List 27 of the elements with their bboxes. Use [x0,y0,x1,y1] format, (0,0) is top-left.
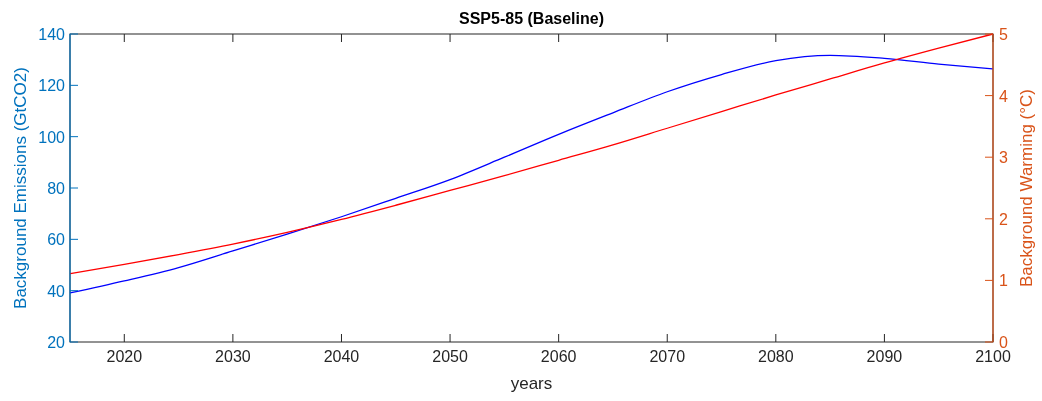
y2-tick-label: 2 [999,210,1008,228]
y-tick-label: 80 [47,180,66,197]
y-tick-label: 120 [38,77,66,95]
y2-tick-label: 4 [999,87,1008,105]
x-tick-label: 2060 [540,348,577,365]
y2-tick-label: 3 [999,149,1008,167]
x-tick-label: 2040 [323,348,360,365]
y2-tick-label: 5 [999,26,1008,43]
y-tick-label: 40 [47,282,66,300]
x-tick-label: 2100 [975,348,1011,365]
x-tick-label: 2090 [866,348,903,365]
y2-tick-label: 1 [999,272,1008,290]
chart-title: SSP5-85 (Baseline) [459,10,604,27]
y-tick-label: 20 [47,334,66,351]
x-axis-title: years [510,374,553,393]
y-axis-title: Background Emissions (GtCO2) [11,67,30,309]
x-tick-label: 2030 [215,348,251,365]
x-tick-label: 2080 [758,348,794,365]
line-series [69,54,994,294]
x-tick-label: 2070 [649,348,686,365]
x-tick-label: 2050 [432,348,468,365]
y-tick-label: 60 [47,231,66,249]
y-tick-label: 100 [38,128,66,146]
y-tick-label: 140 [38,26,66,43]
x-tick-label: 2020 [106,348,143,365]
y2-tick-label: 0 [999,334,1008,351]
y2-axis-title: Background Warming (°C) [1017,89,1036,287]
